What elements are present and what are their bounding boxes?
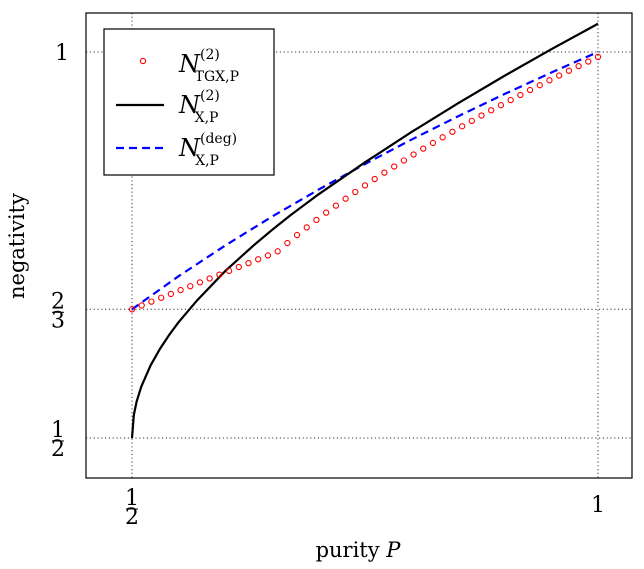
- data-point: [274, 248, 281, 255]
- data-point: [128, 306, 136, 313]
- data-point: [245, 259, 252, 267]
- data-point: [148, 298, 155, 305]
- data-point: [361, 182, 369, 189]
- data-point: [371, 175, 378, 183]
- legend-label: N(2) TGX,P: [178, 47, 239, 85]
- data-point: [526, 86, 534, 94]
- data-point: [196, 279, 204, 286]
- data-point: [332, 202, 340, 209]
- legend: N(2) TGX,PN(2) X,P N(deg) X,P: [103, 28, 275, 176]
- data-point: [391, 163, 398, 170]
- data-point: [546, 77, 553, 84]
- data-point: [293, 231, 301, 239]
- plot-series: [128, 22, 602, 439]
- data-point: [488, 107, 495, 114]
- tick-numerator: 2: [51, 289, 65, 314]
- data-point: [565, 67, 573, 74]
- data-point: [410, 151, 417, 158]
- x-axis-variable: P: [385, 538, 401, 562]
- data-point: [225, 267, 233, 275]
- tick-numerator: 1: [51, 418, 65, 443]
- tick-denominator: 2: [51, 437, 65, 462]
- y-tick-label: 23: [51, 289, 65, 333]
- legend-label: N(2) X,P: [178, 88, 220, 126]
- x-tick-label: 1: [591, 493, 605, 518]
- legend-marker: [139, 57, 147, 65]
- data-point: [342, 195, 349, 202]
- data-point: [439, 134, 446, 141]
- data-point: [420, 145, 427, 152]
- data-point: [206, 275, 213, 282]
- series-x-line: [130, 22, 599, 439]
- data-point: [158, 294, 165, 301]
- series-deg-line: [131, 50, 599, 311]
- y-axis-label: negativity: [5, 193, 29, 299]
- data-point: [497, 102, 505, 109]
- legend-item: N(deg) X,P: [116, 131, 237, 169]
- data-point: [468, 117, 475, 125]
- data-point: [352, 188, 359, 196]
- x-tick-label: 12: [125, 486, 139, 530]
- legend-label: N(deg) X,P: [178, 131, 237, 169]
- y-tick-label: 1: [55, 41, 69, 66]
- data-point: [517, 91, 524, 99]
- data-point: [187, 283, 194, 290]
- series-tgx-markers: [128, 53, 602, 313]
- data-point: [322, 209, 330, 216]
- y-tick-label: 12: [51, 418, 65, 462]
- data-point: [235, 263, 242, 271]
- data-point: [400, 157, 408, 164]
- legend-item: N(2) TGX,P: [139, 47, 239, 85]
- tick-numerator: 1: [125, 486, 139, 511]
- x-axis-label: purity P: [316, 538, 402, 562]
- data-point: [449, 128, 456, 135]
- data-point: [536, 82, 543, 89]
- data-point: [313, 216, 320, 224]
- data-point: [585, 58, 592, 65]
- plot-frame: [85, 12, 633, 479]
- legend-box: [103, 28, 275, 176]
- data-point: [284, 239, 291, 247]
- legend-item: N(2) X,P: [116, 88, 220, 126]
- data-point: [216, 271, 223, 278]
- data-point: [264, 252, 272, 259]
- data-point: [555, 72, 563, 79]
- data-point: [478, 112, 485, 119]
- gridlines: [86, 13, 632, 478]
- data-point: [575, 62, 582, 70]
- tick-denominator: 2: [125, 505, 139, 530]
- data-point: [594, 53, 602, 61]
- data-point: [167, 290, 175, 298]
- data-point: [381, 169, 388, 176]
- data-point: [138, 302, 145, 309]
- data-point: [507, 96, 514, 104]
- data-point: [177, 286, 184, 294]
- data-point: [429, 139, 437, 147]
- data-point: [458, 123, 466, 130]
- tick-denominator: 3: [51, 308, 65, 333]
- data-point: [255, 256, 262, 263]
- data-point: [303, 224, 310, 231]
